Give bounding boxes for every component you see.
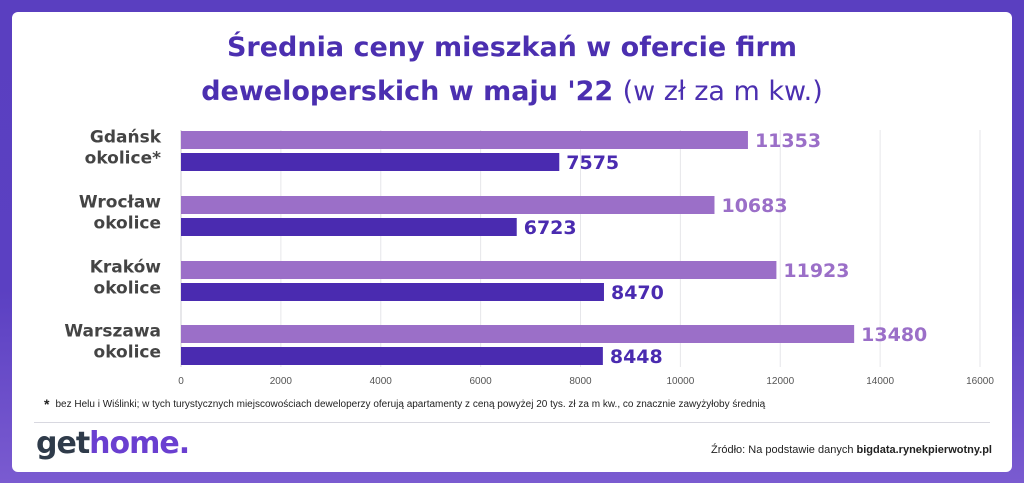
x-tick-label: 0	[178, 376, 184, 387]
infographic-card: Średnia ceny mieszkań w ofercie firm dew…	[12, 12, 1012, 472]
x-tick-label: 10000	[666, 376, 694, 387]
data-label: 8470	[611, 282, 664, 304]
bar	[181, 325, 855, 343]
data-label: 13480	[861, 324, 927, 346]
data-label: 10683	[721, 195, 787, 217]
divider	[34, 422, 990, 423]
bar	[181, 153, 560, 171]
x-tick-label: 16000	[966, 376, 994, 387]
bar-chart: 0 2000 4000 6000 8000 10000 12000 14000 16000 113…	[64, 128, 994, 388]
title-line-2-bold: deweloperskich w maju '22	[201, 76, 614, 107]
category-label: okolice	[94, 343, 161, 363]
x-tick-label: 14000	[866, 376, 894, 387]
category-label: Gdańsk	[90, 128, 162, 148]
footnote-text: bez Helu i Wiślinki; w tych turystycznyc…	[55, 399, 766, 410]
category-label: Wrocław	[79, 193, 161, 213]
bar	[181, 283, 604, 301]
source-note: Źródło: Na podstawie danych bigdata.ryne…	[711, 444, 992, 456]
x-tick-label: 6000	[470, 376, 493, 387]
data-label: 11353	[755, 130, 821, 152]
x-tick-label: 12000	[766, 376, 794, 387]
logo-home: home.	[89, 426, 190, 461]
title-unit: (w zł za m kw.)	[622, 76, 823, 107]
data-label: 8448	[610, 346, 663, 368]
data-label: 7575	[566, 152, 619, 174]
source-prefix: Źródło: Na podstawie danych	[710, 444, 857, 456]
source-link[interactable]: bigdata.rynekpierwotny.pl	[856, 444, 993, 456]
title-line-2: deweloperskich w maju '22 (w zł za m kw.…	[12, 70, 1012, 114]
data-label: 11923	[783, 260, 849, 282]
data-label: 6723	[524, 217, 577, 239]
category-label: Warszawa	[64, 322, 161, 342]
footnote: * bez Helu i Wiślinki; w tych turystyczny…	[44, 396, 765, 412]
x-tick-label: 2000	[270, 376, 293, 387]
gethome-logo: gethome.	[36, 426, 190, 461]
bar	[181, 131, 748, 149]
logo-get: get	[36, 426, 90, 461]
title-line-1: Średnia ceny mieszkań w ofercie firm	[226, 32, 798, 63]
chart-title: Średnia ceny mieszkań w ofercie firm dew…	[12, 26, 1012, 114]
x-tick-label: 8000	[569, 376, 592, 387]
bar	[181, 196, 715, 214]
category-label: okolice	[94, 279, 161, 299]
category-label: Kraków	[90, 258, 162, 278]
category-label: okolice	[94, 214, 161, 234]
bar	[181, 218, 517, 236]
bar	[181, 261, 777, 279]
x-tick-label: 4000	[370, 376, 393, 387]
category-label: okolice*	[85, 149, 161, 169]
bar	[181, 347, 603, 365]
footnote-star: *	[44, 396, 50, 412]
